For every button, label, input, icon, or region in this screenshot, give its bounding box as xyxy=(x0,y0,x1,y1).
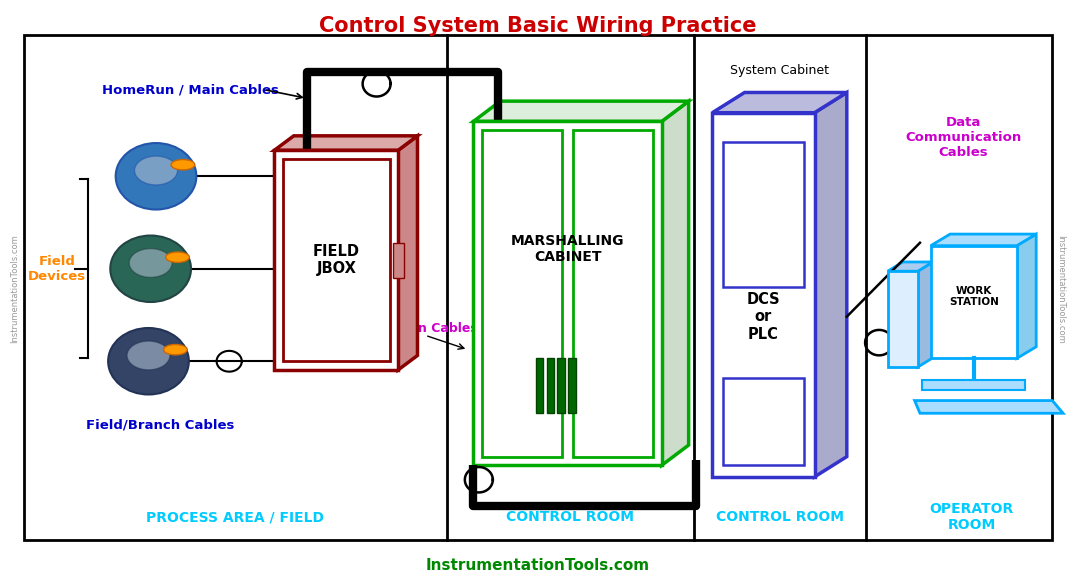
Text: HomeRun / Main Cables: HomeRun / Main Cables xyxy=(102,83,279,96)
Polygon shape xyxy=(1017,234,1036,358)
Text: I/O Extension Cables: I/O Extension Cables xyxy=(334,322,478,335)
Text: WORK
STATION: WORK STATION xyxy=(949,286,999,307)
Ellipse shape xyxy=(111,236,192,302)
Ellipse shape xyxy=(115,143,196,210)
FancyBboxPatch shape xyxy=(274,150,398,370)
Text: InstrumentationTools.com: InstrumentationTools.com xyxy=(11,235,19,343)
Text: Field
Devices: Field Devices xyxy=(28,255,86,283)
FancyBboxPatch shape xyxy=(568,358,576,413)
Ellipse shape xyxy=(164,344,187,355)
Ellipse shape xyxy=(108,328,189,394)
Ellipse shape xyxy=(171,160,195,170)
FancyBboxPatch shape xyxy=(393,243,404,277)
Polygon shape xyxy=(662,101,689,465)
Polygon shape xyxy=(888,262,933,271)
Text: InstrumentationTools.com: InstrumentationTools.com xyxy=(1057,235,1065,343)
Text: InstrumentationTools.com: InstrumentationTools.com xyxy=(426,558,650,573)
Text: CONTROL ROOM: CONTROL ROOM xyxy=(717,510,844,524)
Text: MARSHALLING
CABINET: MARSHALLING CABINET xyxy=(511,234,624,264)
Polygon shape xyxy=(712,92,847,113)
Polygon shape xyxy=(473,101,689,121)
Ellipse shape xyxy=(127,341,170,370)
FancyBboxPatch shape xyxy=(547,358,554,413)
Polygon shape xyxy=(918,262,933,367)
FancyBboxPatch shape xyxy=(473,121,662,465)
FancyBboxPatch shape xyxy=(712,113,815,477)
Text: DCS
or
PLC: DCS or PLC xyxy=(747,292,780,342)
Text: Data
Communication
Cables: Data Communication Cables xyxy=(905,116,1021,158)
Text: PROCESS AREA / FIELD: PROCESS AREA / FIELD xyxy=(145,510,324,524)
Polygon shape xyxy=(398,136,417,370)
Text: FIELD
JBOX: FIELD JBOX xyxy=(313,244,359,276)
Text: System Cabinet: System Cabinet xyxy=(730,64,830,77)
Polygon shape xyxy=(915,401,1063,413)
FancyBboxPatch shape xyxy=(931,246,1017,358)
Text: Control System Basic Wiring Practice: Control System Basic Wiring Practice xyxy=(320,16,756,36)
Ellipse shape xyxy=(166,252,189,262)
Text: OPERATOR
ROOM: OPERATOR ROOM xyxy=(930,502,1014,532)
Polygon shape xyxy=(815,92,847,477)
Ellipse shape xyxy=(134,156,178,185)
FancyBboxPatch shape xyxy=(557,358,565,413)
Polygon shape xyxy=(931,234,1036,246)
Text: Field/Branch Cables: Field/Branch Cables xyxy=(86,418,235,431)
FancyBboxPatch shape xyxy=(922,380,1025,390)
Text: CONTROL ROOM: CONTROL ROOM xyxy=(507,510,634,524)
FancyBboxPatch shape xyxy=(888,271,918,367)
Polygon shape xyxy=(274,136,417,150)
Ellipse shape xyxy=(129,249,172,277)
FancyBboxPatch shape xyxy=(536,358,543,413)
